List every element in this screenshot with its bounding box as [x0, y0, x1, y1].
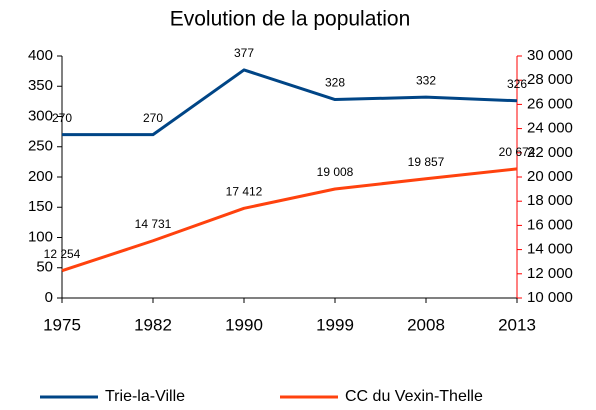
data-label: 12 254: [44, 247, 81, 261]
series-line: [61, 167, 518, 273]
y-tick-label: 350: [28, 77, 53, 94]
data-label: 332: [416, 73, 436, 87]
y-tick-label: 0: [45, 289, 53, 306]
data-label: 19 857: [408, 155, 445, 169]
data-label: 328: [325, 76, 345, 90]
data-label: 377: [234, 46, 254, 60]
y2-tick-label: 16 000: [527, 216, 573, 233]
y2-tick-label: 24 000: [527, 120, 573, 137]
y-tick-label: 300: [28, 107, 53, 124]
data-label: 326: [507, 77, 527, 91]
y2-tick-label: 12 000: [527, 265, 573, 282]
y-tick-label: 100: [28, 228, 53, 245]
data-label: 14 731: [135, 217, 172, 231]
data-label: 270: [143, 111, 163, 125]
x-tick-label: 1999: [316, 315, 354, 334]
x-tick-label: 1990: [225, 315, 263, 334]
x-tick-label: 1982: [134, 315, 172, 334]
series-line: [62, 68, 518, 137]
x-tick-label: 2013: [498, 315, 536, 334]
y-tick-label: 400: [28, 47, 53, 64]
y2-tick-label: 14 000: [527, 241, 573, 258]
x-tick-label: 2008: [407, 315, 445, 334]
y-tick-label: 150: [28, 198, 53, 215]
y2-tick-label: 30 000: [527, 47, 573, 64]
legend-label: CC du Vexin-Thelle: [345, 388, 483, 405]
chart-title: Evolution de la population: [170, 8, 411, 31]
y-tick-label: 50: [36, 259, 53, 276]
y-tick-label: 200: [28, 168, 53, 185]
y-tick-label: 250: [28, 138, 53, 155]
y2-tick-label: 20 000: [527, 168, 573, 185]
y2-tick-label: 10 000: [527, 289, 573, 306]
y2-tick-label: 26 000: [527, 95, 573, 112]
data-label: 20 674: [499, 145, 536, 159]
y2-tick-label: 18 000: [527, 192, 573, 209]
legend-label: Trie-la-Ville: [105, 388, 185, 405]
y2-tick-label: 22 000: [527, 144, 573, 161]
y2-tick-label: 28 000: [527, 71, 573, 88]
data-label: 17 412: [226, 184, 263, 198]
x-tick-label: 1975: [43, 315, 81, 334]
data-label: 270: [52, 111, 72, 125]
data-label: 19 008: [317, 165, 354, 179]
